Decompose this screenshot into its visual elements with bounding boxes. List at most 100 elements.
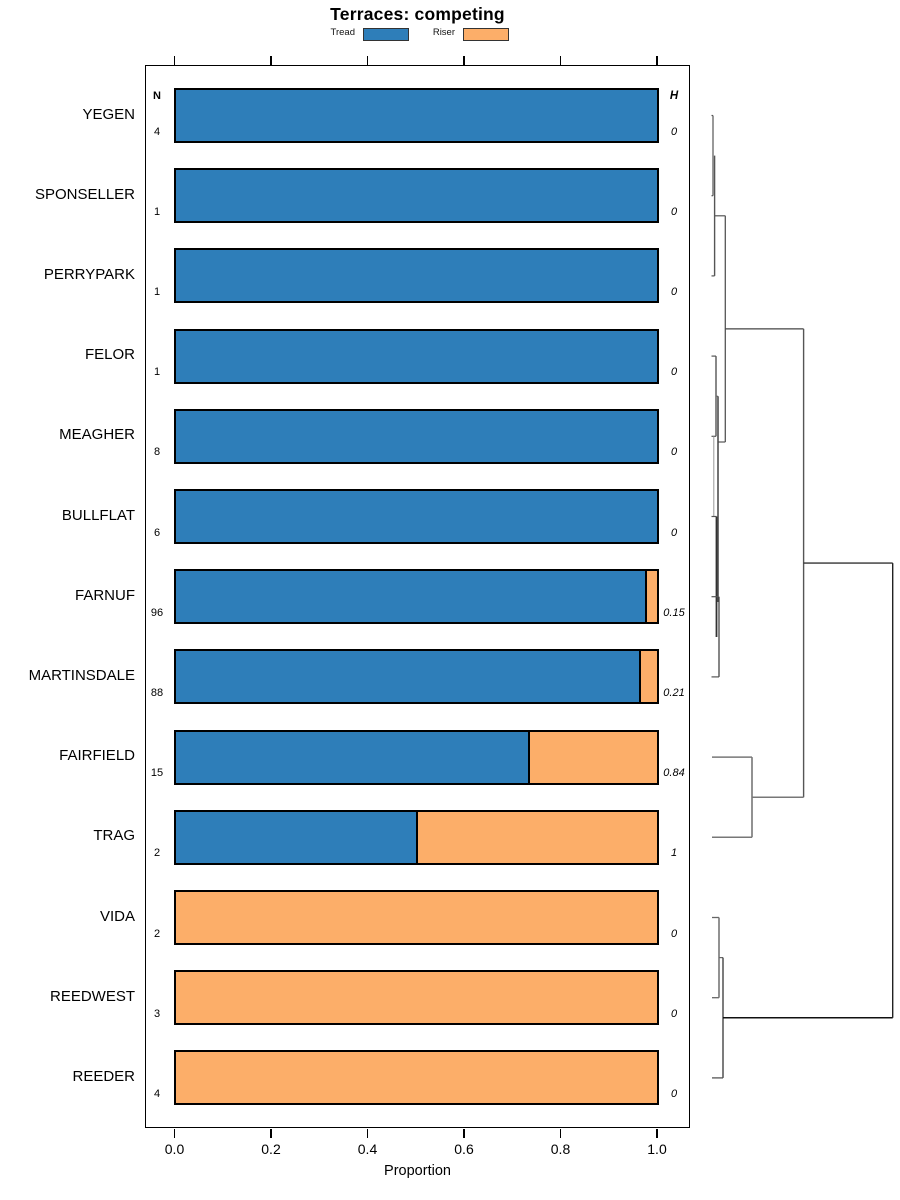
n-value: 88: [150, 686, 164, 699]
bar: [173, 408, 659, 464]
bar: [173, 809, 659, 865]
row-label: FARNUF: [75, 586, 135, 604]
bar: [173, 489, 659, 544]
segment-divider: [527, 731, 530, 783]
legend-label-tread: Tread: [330, 27, 355, 38]
segment-divider: [645, 571, 648, 623]
axis-tick-bottom: [270, 1128, 272, 1138]
bar: [173, 1050, 659, 1106]
riser-segment: [647, 571, 657, 623]
segment-divider: [638, 651, 641, 703]
row-label: MEAGHER: [59, 426, 135, 444]
axis-tick-label: 0.4: [357, 1141, 378, 1157]
axis-tick-top: [656, 56, 658, 65]
h-value: 0: [670, 205, 678, 218]
bar: [173, 649, 659, 705]
axis-tick-bottom: [559, 1128, 562, 1138]
row-label: MARTINSDALE: [28, 666, 135, 684]
n-value: 1: [153, 205, 161, 218]
n-column-header: N: [153, 90, 161, 102]
bar: [173, 328, 659, 384]
n-value: 4: [153, 1087, 161, 1100]
n-value: 2: [153, 847, 161, 860]
h-value: 0: [670, 1007, 678, 1020]
tread-segment: [175, 571, 646, 623]
row-label: YEGEN: [82, 105, 135, 123]
n-value: 96: [150, 606, 164, 619]
riser-segment: [529, 731, 657, 783]
tread-segment: [175, 651, 639, 703]
axis-tick-label: 0.8: [550, 1141, 571, 1157]
h-value: 0.21: [663, 686, 685, 699]
n-value: 1: [153, 366, 161, 379]
axis-tick-label: 0.6: [454, 1141, 474, 1157]
riser-segment: [175, 972, 657, 1024]
n-value: 3: [153, 1007, 161, 1020]
legend-label-riser: Riser: [432, 27, 455, 38]
row-label: REEDWEST: [49, 987, 135, 1005]
h-value: 0: [670, 125, 678, 138]
tread-segment: [175, 491, 657, 542]
h-value: 1: [670, 847, 678, 860]
axis-tick-label: 0.0: [164, 1141, 185, 1157]
tread-segment: [175, 250, 657, 302]
n-value: 1: [153, 285, 161, 298]
axis-tick-top: [463, 56, 465, 65]
bar: [173, 569, 659, 625]
bar: [173, 890, 659, 945]
axis-tick-top: [173, 56, 176, 65]
riser-segment: [175, 892, 657, 943]
row-label: TRAG: [93, 827, 135, 845]
h-value: 0.84: [663, 767, 685, 780]
tread-segment: [175, 811, 416, 863]
n-value: 2: [153, 927, 161, 940]
riser-segment: [175, 1052, 657, 1104]
h-value: 0: [670, 366, 678, 379]
axis-tick-top: [366, 56, 369, 65]
segment-divider: [416, 811, 418, 863]
legend-swatch-tread: [363, 28, 409, 41]
x-axis-label: Proportion: [384, 1163, 451, 1179]
n-value: 15: [150, 767, 164, 780]
axis-tick-bottom: [463, 1128, 465, 1138]
n-value: 6: [153, 526, 161, 539]
h-column-header: H: [669, 90, 679, 102]
bar: [173, 970, 659, 1026]
riser-segment: [418, 811, 657, 863]
axis-tick-label: 0.2: [261, 1141, 281, 1157]
bar: [173, 168, 659, 224]
legend-swatch-riser: [463, 28, 509, 41]
row-label: BULLFLAT: [61, 506, 135, 524]
tread-segment: [175, 410, 657, 462]
h-value: 0: [670, 1087, 678, 1100]
row-label: SPONSELLER: [34, 185, 135, 203]
bar: [173, 248, 659, 304]
row-label: VIDA: [99, 907, 135, 925]
axis-tick-top: [270, 56, 272, 65]
row-label: REEDER: [72, 1067, 135, 1085]
axis-tick-bottom: [656, 1128, 658, 1138]
chart-title: Terraces: competing: [330, 4, 505, 24]
h-value: 0: [670, 526, 678, 539]
tread-segment: [175, 330, 657, 382]
plot-box: [145, 65, 690, 1128]
axis-tick-bottom: [173, 1128, 176, 1138]
row-label: PERRYPARK: [43, 265, 135, 283]
n-value: 4: [153, 125, 161, 138]
bar: [173, 729, 659, 785]
bar: [173, 88, 659, 143]
axis-tick-top: [559, 56, 562, 65]
tread-segment: [175, 170, 657, 222]
axis-tick-label: 1.0: [647, 1141, 667, 1157]
axis-tick-bottom: [366, 1128, 369, 1138]
h-value: 0: [670, 927, 678, 940]
h-value: 0.15: [663, 606, 685, 619]
h-value: 0: [670, 285, 678, 298]
tread-segment: [175, 90, 657, 141]
row-label: FAIRFIELD: [59, 747, 135, 765]
row-label: FELOR: [84, 346, 135, 364]
n-value: 8: [153, 446, 161, 459]
h-value: 0: [670, 446, 678, 459]
tread-segment: [175, 731, 528, 783]
